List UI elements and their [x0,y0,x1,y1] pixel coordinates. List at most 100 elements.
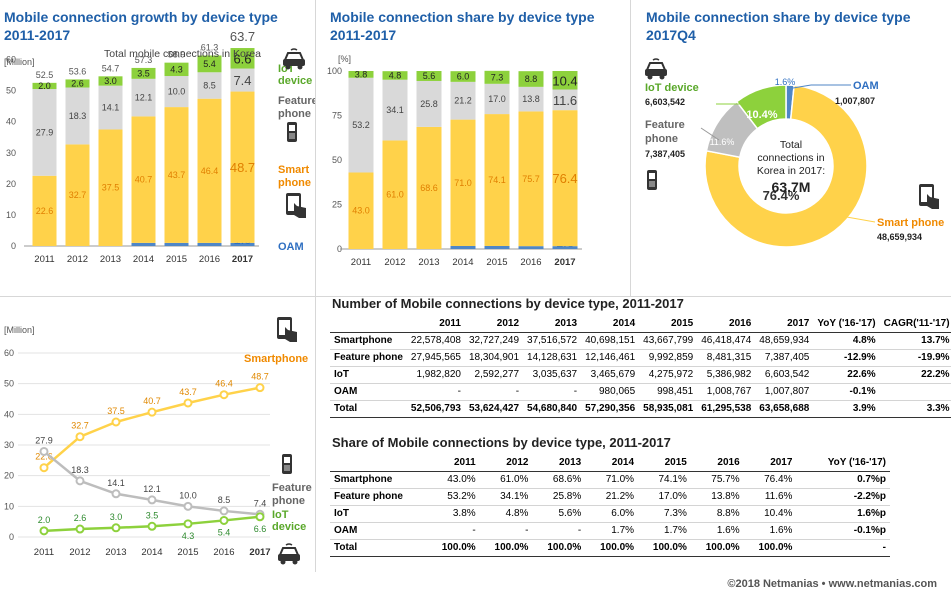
table-cell: 22,578,408 [406,332,465,350]
table-gap [796,471,807,489]
feature-phone-icon-keys [289,133,295,139]
table-cell: 75.7% [690,471,744,489]
y-tick-label: 30 [4,440,14,450]
car-icon-chassis [278,554,300,561]
x-tick-label: 2012 [69,547,90,558]
donut-slice [735,84,787,130]
data-label: 40.7 [143,396,161,406]
bar-segment [450,71,476,82]
data-label: 10.0 [179,490,197,500]
data-label: 4.3 [182,531,195,541]
bar-segment [197,98,222,243]
bar-segment [450,245,476,249]
growth-bar-chart: [Million] 0 10 20 30 40 50 60 22.6 27.9 2.052.5 201… [4,29,315,265]
row-label: Smartphone [330,332,407,350]
bar-segment [450,81,476,120]
table-cell: 9,992,859 [639,349,698,367]
count-table-title: Number of Mobile connections by device t… [332,296,684,311]
x-tick-label: 2016 [199,254,220,265]
data-label: 6.6 [254,524,267,534]
bar-segment [131,116,156,243]
bar-value-label: 17.0 [488,94,506,104]
table-cell: 22.2% [879,366,951,384]
bar-total-label: 57.3 [135,55,153,65]
bar-value-label: 71.0 [454,178,472,188]
car-icon [278,543,300,565]
x-tick-label: 2011 [34,254,54,265]
bar-value-label: 2.6 [71,78,84,88]
table-cell: 40,698,151 [581,332,640,350]
table-cell: 18,304,901 [464,349,524,367]
bar-value-label: 37.5 [102,183,120,193]
table-cell: 1,008,767 [697,383,756,401]
data-point [147,495,157,505]
table-cell: 14,128,631 [523,349,582,367]
table-cell: 54,680,840 [523,399,582,418]
bar-segment [416,126,442,249]
table-header-cell: 2013 [523,315,582,333]
table-cell: 52,506,793 [406,399,465,418]
row-label: IoT [330,366,407,384]
car-icon [283,48,305,70]
table-cell: 10.4% [743,505,797,523]
table-header-cell: CAGR('11-'17) [879,315,951,333]
data-point [39,446,49,456]
x-tick-label: 2011 [351,257,371,268]
callout-line-smart [840,215,876,223]
table-cell: 100.0% [743,538,797,557]
share-bar-chart: [%] 0 25 50 75 100 43.0 53.2 3.8 2011 61.0 34.1 4.8 2… [327,54,582,268]
table-header-cell: 2012 [464,315,524,333]
y-tick-label: 10 [4,501,14,511]
bar-total-label: 58.9 [168,50,186,60]
table-cell: 46,418,474 [697,332,756,350]
x-tick-label: 2015 [177,547,198,558]
y-tick-label: 25 [332,200,342,210]
y-tick-label: 20 [4,471,14,481]
x-tick-label: 2012 [384,257,405,268]
smartphone-icon-screen [288,196,299,211]
bar-segment [164,62,189,77]
smartphone-icon-screen [921,187,932,202]
x-tick-label: 2016 [520,257,541,268]
data-point [183,501,193,511]
table-cell: 1,982,820 [406,366,465,384]
table-cell: -0.1% [813,383,880,401]
label-smart: Smart phone [877,217,944,229]
row-label: IoT [330,505,427,523]
table-header-cell: 2013 [532,454,586,472]
table-cell: 100.0% [532,538,586,557]
table-cell: 4,275,972 [639,366,698,384]
bar-segment [484,245,510,249]
table-cell: 5.6% [532,505,586,523]
bar-segment [197,55,222,73]
y-tick-label: 75 [332,111,342,121]
smartphone-icon [919,184,939,209]
data-point [147,521,157,531]
table-cell: 53,624,427 [464,399,524,418]
bar-value-label: 6.6 [233,51,251,66]
bar-segment [382,140,408,249]
bar-segment [382,71,408,80]
bar-value-label: 3.0 [104,76,117,86]
car-icon-wheel-left [647,74,653,80]
table-cell: 11.6% [743,488,797,506]
bar-segment [32,89,57,176]
table-cell: 13.8% [690,488,744,506]
bar-segment [230,91,255,243]
bar-value-label: 3.8 [355,69,368,79]
table-header-cell: 2015 [638,454,691,472]
count-table: 2011 2012 2013 2014 2015 2016 2017 YoY ('16-'17… [330,315,951,418]
table-header-cell [330,315,407,333]
table-cell: 12,146,461 [581,349,640,367]
bar-segment [98,76,123,86]
bar-segment [230,68,255,92]
car-icon [645,58,667,80]
table-cell: 4.8% [479,505,533,523]
bar-value-label: 18.3 [69,111,87,121]
table-header-row: 2011 2012 2013 2014 2015 2016 2017 YoY ('16-'17… [330,315,951,333]
bar-value-label: 10.0 [168,87,186,97]
bar-segment [348,172,374,249]
bar-segment [348,71,374,78]
car-icon-roof [278,547,300,556]
data-point [255,512,265,522]
